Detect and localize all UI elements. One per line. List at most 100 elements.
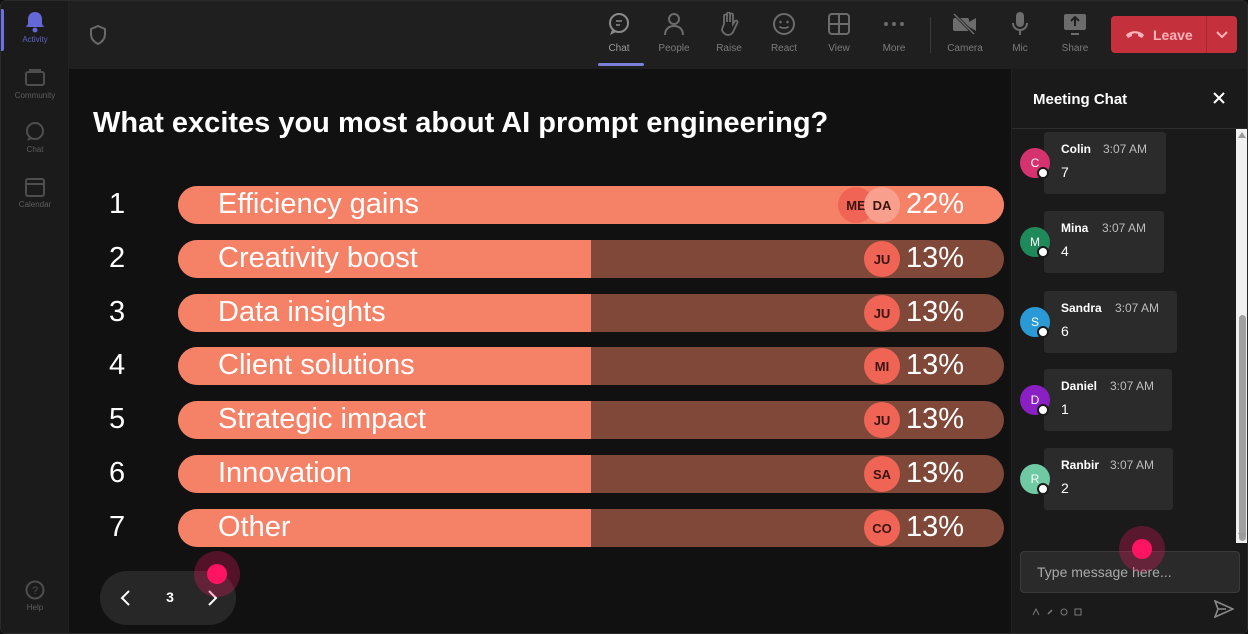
message-timestamp: 3:07 AM [1110, 379, 1155, 393]
poll-option-bar: Data insights JU 13% [178, 294, 1004, 332]
active-tab-indicator [598, 63, 644, 66]
poll-option-number: 7 [109, 511, 126, 543]
poll-option-percent: 22% [905, 188, 964, 220]
toolbar-view-button[interactable]: View [814, 11, 864, 54]
chevron-left-icon[interactable] [116, 588, 136, 608]
poll-option-label: Creativity boost [218, 242, 418, 274]
svg-text:?: ? [32, 585, 38, 597]
presence-status [1037, 483, 1049, 495]
message-author: Mina [1061, 221, 1089, 235]
poll-option-bar: Creativity boost JU 13% [178, 240, 1004, 278]
close-icon[interactable] [1211, 90, 1227, 106]
avatar[interactable]: R [1020, 464, 1050, 494]
poll-bar-fill [178, 401, 591, 439]
shield-icon[interactable] [89, 24, 107, 46]
toolbar-label: React [770, 43, 798, 54]
poll-option-number: 3 [109, 296, 126, 328]
message-author: Sandra [1061, 301, 1102, 315]
toolbar-react-button[interactable]: React [759, 11, 809, 54]
voter-avatar: DA [864, 187, 900, 223]
toolbar-label: More [882, 43, 906, 54]
chat-message[interactable]: C Colin 3:07 AM 7 [1020, 132, 1166, 194]
rail-item-calendar[interactable]: Calendar [1, 176, 69, 209]
rail-item-activity[interactable]: Activity [1, 11, 69, 44]
scroll-up-arrow[interactable] [1238, 132, 1246, 138]
message-author: Daniel [1061, 379, 1098, 393]
message-text: 1 [1061, 401, 1069, 417]
help-icon: ? [24, 579, 46, 601]
chat-message[interactable]: M Mina 3:07 AM 4 [1020, 211, 1164, 273]
rail-item-community[interactable]: Community [1, 67, 69, 100]
message-author: Ranbir [1061, 458, 1100, 472]
format-icon[interactable] [1032, 603, 1040, 616]
chat-message[interactable]: S Sandra 3:07 AM 6 [1020, 291, 1177, 353]
chevron-down-icon[interactable] [1207, 16, 1237, 53]
compose-toolbar [1032, 603, 1082, 616]
poll-option-bar: Innovation SA 13% [178, 455, 1004, 493]
toolbar-people-button[interactable]: People [649, 11, 699, 54]
poll-option-percent: 13% [905, 511, 964, 543]
message-text: 7 [1061, 164, 1069, 180]
attach-icon[interactable] [1046, 603, 1054, 615]
poll-option-label: Client solutions [218, 349, 415, 381]
send-icon[interactable] [1213, 599, 1235, 619]
poll-option-percent: 13% [905, 403, 964, 435]
chat-scrollbar[interactable] [1236, 129, 1247, 543]
poll-option-row: 2 Creativity boost JU 13% [69, 240, 1011, 278]
toolbar-label: Mic [1012, 43, 1028, 54]
scroll-down-arrow[interactable] [1238, 533, 1246, 539]
poll-option-row: 1 Efficiency gains ME DA 22% [69, 186, 1011, 224]
rail-item-help[interactable]: ? Help [1, 579, 69, 612]
poll-question: What excites you most about AI prompt en… [93, 107, 829, 139]
gif-icon[interactable] [1074, 603, 1082, 616]
leave-label: Leave [1153, 26, 1193, 43]
camera-off-icon [940, 11, 990, 37]
toolbar-label: Share [1061, 43, 1089, 54]
toolbar-more-button[interactable]: More [869, 11, 919, 54]
message-text: 4 [1061, 243, 1069, 259]
toolbar-divider [930, 17, 931, 53]
poll-option-row: 5 Strategic impact JU 13% [69, 401, 1011, 439]
calendar-icon [24, 176, 46, 198]
chat-title: Meeting Chat [1033, 91, 1128, 108]
toolbar-raise-button[interactable]: Raise [704, 11, 754, 54]
chat-message-input[interactable] [1020, 551, 1240, 593]
toolbar-label: Raise [716, 43, 742, 54]
poll-option-label: Data insights [218, 296, 386, 328]
toolbar-share-button[interactable]: Share [1050, 11, 1100, 54]
leave-main[interactable]: Leave [1111, 16, 1206, 53]
poll-option-percent: 13% [905, 349, 964, 381]
poll-option-bar: Other CO 13% [178, 509, 1004, 547]
poll-option-label: Innovation [218, 457, 352, 489]
rail-label: Calendar [18, 200, 52, 209]
presence-status [1037, 404, 1049, 416]
toolbar-chat-button[interactable]: Chat [594, 11, 644, 54]
app-rail: Activity Community Chat Calendar ? Help [1, 1, 69, 633]
poll-option-bar: Client solutions MI 13% [178, 347, 1004, 385]
rail-label: Activity [22, 35, 48, 44]
toolbar-label: Camera [947, 43, 983, 54]
poll-bar-fill [178, 294, 591, 332]
meeting-chat-panel: Meeting Chat C Colin 3:07 AM 7 M Mina 3:07 AM 4… [1011, 69, 1247, 633]
poll-option-label: Efficiency gains [218, 188, 419, 220]
leave-button[interactable]: Leave [1111, 16, 1237, 53]
emoji-icon[interactable] [1060, 603, 1068, 616]
toolbar-camera-button[interactable]: Camera [940, 11, 990, 54]
message-text: 2 [1061, 480, 1069, 496]
chat-message[interactable]: D Daniel 3:07 AM 1 [1020, 369, 1172, 431]
page-number: 3 [166, 589, 174, 605]
share-screen-icon [1050, 11, 1100, 37]
poll-option-row: 3 Data insights JU 13% [69, 294, 1011, 332]
message-timestamp: 3:07 AM [1110, 458, 1155, 472]
chat-message[interactable]: R Ranbir 3:07 AM 2 [1020, 448, 1173, 510]
toolbar-mic-button[interactable]: Mic [995, 11, 1045, 54]
poll-option-label: Strategic impact [218, 403, 426, 435]
poll-option-bar: Efficiency gains ME DA 22% [178, 186, 1004, 224]
meeting-toolbar: Chat People Raise React View [69, 1, 1247, 69]
rail-item-chat[interactable]: Chat [1, 121, 69, 154]
rail-active-indicator [1, 9, 4, 51]
message-timestamp: 3:07 AM [1115, 301, 1160, 315]
chevron-right-icon[interactable] [202, 588, 222, 608]
chat-bubble-icon [594, 11, 644, 37]
scrollbar-thumb[interactable] [1239, 315, 1246, 541]
